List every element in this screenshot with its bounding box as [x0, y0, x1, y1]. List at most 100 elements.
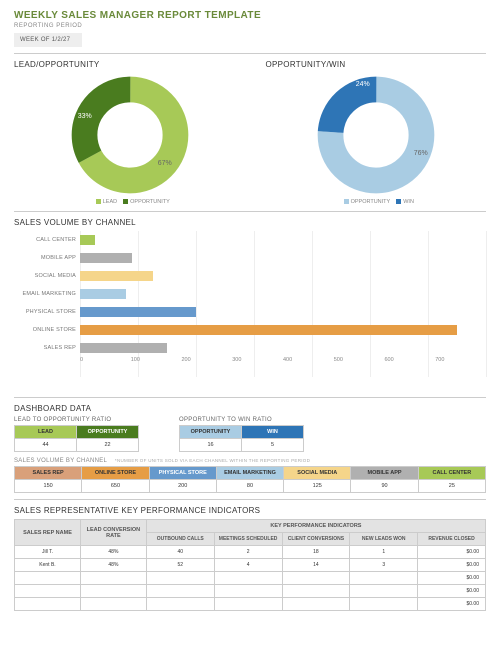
- bar-category: SOCIAL MEDIA: [14, 273, 80, 279]
- bar: [80, 271, 153, 281]
- kpi-subhead: OUTBOUND CALLS: [146, 533, 214, 546]
- kpi-rep-name: [15, 572, 81, 585]
- kpi-rep-name: Kent B.: [15, 559, 81, 572]
- lead-opportunity-card: LEAD/OPPORTUNITY 67% 33% LEADOPPORTUNITY: [14, 60, 246, 205]
- sv-col-head: ONLINE STORE: [82, 467, 149, 480]
- kpi-rep-name: [15, 598, 81, 611]
- kpi-cell: $0.00: [418, 559, 486, 572]
- axis-tick: 400: [283, 357, 334, 363]
- bar: [80, 343, 167, 353]
- bar-row: MOBILE APP: [14, 249, 486, 267]
- kpi-rep-name: Jill T.: [15, 546, 81, 559]
- kpi-cell: [214, 572, 282, 585]
- sv-col-value: 200: [149, 480, 216, 493]
- kpi-cell: [282, 585, 350, 598]
- report-header: WEEKLY SALES MANAGER REPORT TEMPLATE REP…: [14, 10, 486, 47]
- section-label: OPPORTUNITY/WIN: [266, 60, 486, 69]
- kpi-cell: 18: [282, 546, 350, 559]
- bar-category: EMAIL MARKETING: [14, 291, 80, 297]
- bar-row: ONLINE STORE: [14, 321, 486, 339]
- axis-tick: 500: [334, 357, 385, 363]
- report-subhead: REPORTING PERIOD: [14, 23, 486, 29]
- kpi-cell: [146, 572, 214, 585]
- kpi-cell: [146, 585, 214, 598]
- section-label: DASHBOARD DATA: [14, 404, 486, 413]
- kpi-rate: [80, 572, 146, 585]
- sv-col-head: SALES REP: [15, 467, 82, 480]
- opp-win-ratio-block: OPPORTUNITY TO WIN RATIO OPPORTUNITYWIN1…: [179, 417, 304, 452]
- opportunity-win-card: OPPORTUNITY/WIN 76% 24% OPPORTUNITYWIN: [266, 60, 486, 205]
- bar-row: EMAIL MARKETING: [14, 285, 486, 303]
- kpi-table: SALES REP NAMELEAD CONVERSION RATEKEY PE…: [14, 519, 486, 611]
- ratio-value: 16: [180, 439, 242, 452]
- axis-tick: 100: [131, 357, 182, 363]
- bar: [80, 289, 126, 299]
- opportunity-win-donut: 76% 24%: [316, 75, 436, 195]
- section-label: SALES VOLUME BY CHANNEL: [14, 218, 486, 227]
- axis-tick: 600: [385, 357, 436, 363]
- ratio-value: 5: [242, 439, 304, 452]
- ratio-head: WIN: [242, 426, 304, 439]
- kpi-cell: 4: [214, 559, 282, 572]
- sv-col-head: EMAIL MARKETING: [216, 467, 283, 480]
- sv-col-head: PHYSICAL STORE: [149, 467, 216, 480]
- section-label: LEAD/OPPORTUNITY: [14, 60, 246, 69]
- bar: [80, 307, 196, 317]
- kpi-row: $0.00: [15, 585, 486, 598]
- opp-win-ratio-table: OPPORTUNITYWIN165: [179, 425, 304, 452]
- sv-col-head: SOCIAL MEDIA: [284, 467, 351, 480]
- sv-table-label: SALES VOLUME BY CHANNEL *NUMBER OF UNITS…: [14, 458, 486, 464]
- kpi-row: Kent B.48%524143$0.00: [15, 559, 486, 572]
- kpi-rate: 48%: [80, 546, 146, 559]
- sales-volume-table: SALES REPONLINE STOREPHYSICAL STOREEMAIL…: [14, 466, 486, 493]
- sv-col-value: 650: [82, 480, 149, 493]
- bar-category: PHYSICAL STORE: [14, 309, 80, 315]
- kpi-cell: 1: [350, 546, 418, 559]
- sv-table-note: *NUMBER OF UNITS SOLD VIA EACH CHANNEL W…: [115, 458, 310, 463]
- sv-col-head: CALL CENTER: [418, 467, 485, 480]
- kpi-cell: 2: [214, 546, 282, 559]
- kpi-cell: [350, 572, 418, 585]
- sales-volume-chart: CALL CENTER MOBILE APP SOCIAL MEDIA EMAIL M…: [14, 231, 486, 391]
- lead-opportunity-donut: 67% 33%: [70, 75, 190, 195]
- bar: [80, 325, 457, 335]
- kpi-cell: 3: [350, 559, 418, 572]
- kpi-cell: [350, 598, 418, 611]
- kpi-cell: $0.00: [418, 598, 486, 611]
- pct-label: 76%: [414, 150, 428, 157]
- legend: LEADOPPORTUNITY: [14, 199, 246, 205]
- kpi-cell: 14: [282, 559, 350, 572]
- bar-category: CALL CENTER: [14, 237, 80, 243]
- kpi-cell: 52: [146, 559, 214, 572]
- reporting-period: WEEK OF 1/2/27: [14, 33, 82, 47]
- bar-category: MOBILE APP: [14, 255, 80, 261]
- kpi-cell: $0.00: [418, 585, 486, 598]
- sv-table-title: SALES VOLUME BY CHANNEL: [14, 458, 107, 464]
- kpi-row: $0.00: [15, 572, 486, 585]
- bar: [80, 235, 95, 245]
- lead-opp-ratio-block: LEAD TO OPPORTUNITY RATIO LEADOPPORTUNIT…: [14, 417, 139, 452]
- pct-label: 67%: [158, 160, 172, 167]
- kpi-rate: 48%: [80, 559, 146, 572]
- kpi-subhead: MEETINGS SCHEDULED: [214, 533, 282, 546]
- bar-row: SALES REP: [14, 339, 486, 357]
- bar-category: SALES REP: [14, 345, 80, 351]
- kpi-subhead: REVENUE CLOSED: [418, 533, 486, 546]
- kpi-cell: [214, 585, 282, 598]
- lead-opp-ratio-table: LEADOPPORTUNITY4422: [14, 425, 139, 452]
- ratio-value: 22: [77, 439, 139, 452]
- legend: OPPORTUNITYWIN: [266, 199, 486, 205]
- sv-col-value: 25: [418, 480, 485, 493]
- kpi-rate: [80, 598, 146, 611]
- mini-label: LEAD TO OPPORTUNITY RATIO: [14, 417, 139, 423]
- kpi-cell: [350, 585, 418, 598]
- mini-label: OPPORTUNITY TO WIN RATIO: [179, 417, 304, 423]
- kpi-cell: $0.00: [418, 546, 486, 559]
- sv-col-value: 90: [351, 480, 418, 493]
- kpi-cell: [214, 598, 282, 611]
- divider: [14, 397, 486, 398]
- ratio-tables-row: LEAD TO OPPORTUNITY RATIO LEADOPPORTUNIT…: [14, 417, 486, 452]
- bar-category: ONLINE STORE: [14, 327, 80, 333]
- divider: [14, 53, 486, 54]
- axis-tick: 0: [80, 357, 131, 363]
